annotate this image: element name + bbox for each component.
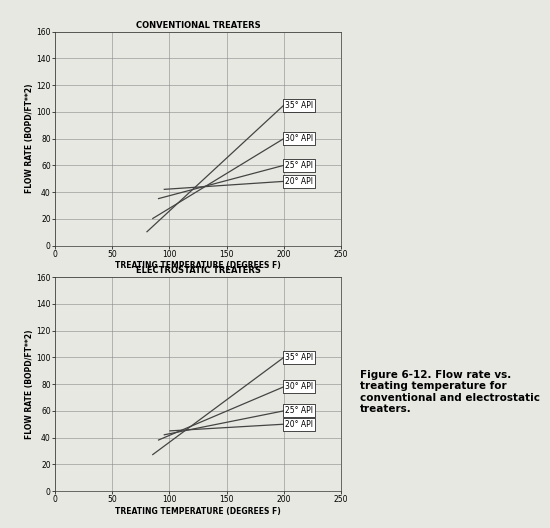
- Text: Figure 6-12. Flow rate vs.
treating temperature for
conventional and electrostat: Figure 6-12. Flow rate vs. treating temp…: [360, 370, 540, 414]
- Text: 30° API: 30° API: [285, 382, 313, 391]
- Text: 25° API: 25° API: [285, 407, 313, 416]
- Title: CONVENTIONAL TREATERS: CONVENTIONAL TREATERS: [136, 21, 260, 30]
- X-axis label: TREATING TEMPERATURE (DEGREES F): TREATING TEMPERATURE (DEGREES F): [115, 261, 281, 270]
- X-axis label: TREATING TEMPERATURE (DEGREES F): TREATING TEMPERATURE (DEGREES F): [115, 507, 281, 516]
- Text: 30° API: 30° API: [285, 134, 313, 143]
- Y-axis label: FLOW RATE (BOPD/FT**2): FLOW RATE (BOPD/FT**2): [25, 84, 34, 193]
- Text: 20° API: 20° API: [285, 177, 313, 186]
- Text: 35° API: 35° API: [285, 101, 313, 110]
- Text: 25° API: 25° API: [285, 161, 313, 170]
- Text: 35° API: 35° API: [285, 353, 313, 362]
- Text: 20° API: 20° API: [285, 420, 313, 429]
- Y-axis label: FLOW RATE (BOPD/FT**2): FLOW RATE (BOPD/FT**2): [25, 329, 34, 439]
- Title: ELECTROSTATIC TREATERS: ELECTROSTATIC TREATERS: [135, 266, 261, 275]
